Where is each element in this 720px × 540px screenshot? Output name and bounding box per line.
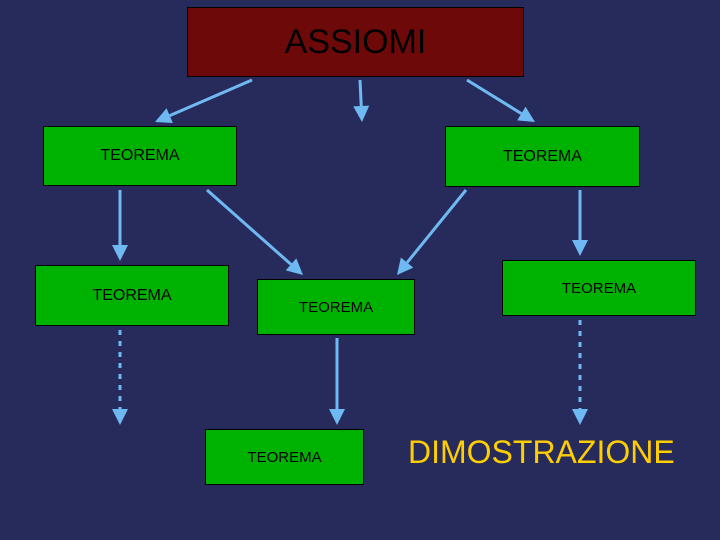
- node-teorema-6: TEOREMA: [205, 429, 364, 485]
- node-label: TEOREMA: [503, 148, 582, 166]
- node-label: ASSIOMI: [285, 23, 427, 62]
- node-label: TEOREMA: [299, 299, 373, 316]
- caption-dimostrazione: DIMOSTRAZIONE: [408, 434, 718, 471]
- node-teorema-5: TEOREMA: [502, 260, 696, 316]
- node-label: TEOREMA: [247, 449, 321, 466]
- node-teorema-4: TEOREMA: [257, 279, 415, 335]
- node-label: TEOREMA: [562, 280, 636, 297]
- node-assiomi: ASSIOMI: [187, 7, 524, 77]
- node-teorema-1: TEOREMA: [43, 126, 237, 186]
- node-label: TEOREMA: [100, 147, 179, 165]
- node-teorema-3: TEOREMA: [35, 265, 229, 326]
- caption-text: DIMOSTRAZIONE: [408, 434, 675, 470]
- node-label: TEOREMA: [92, 287, 171, 305]
- node-teorema-2: TEOREMA: [445, 126, 640, 187]
